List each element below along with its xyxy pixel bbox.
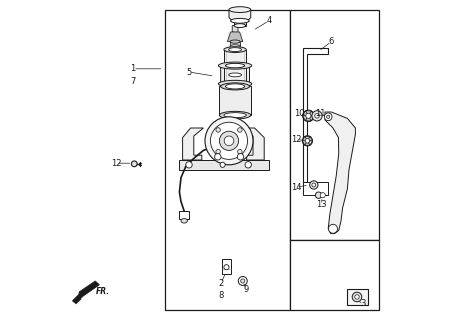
Polygon shape xyxy=(325,112,355,234)
Circle shape xyxy=(316,192,322,198)
Ellipse shape xyxy=(221,83,250,90)
Text: 3: 3 xyxy=(361,300,366,308)
Ellipse shape xyxy=(224,113,246,118)
Text: 12: 12 xyxy=(111,159,122,168)
Text: 6: 6 xyxy=(329,37,334,46)
Circle shape xyxy=(220,162,225,167)
Circle shape xyxy=(216,149,220,154)
Text: 10: 10 xyxy=(294,109,305,118)
Circle shape xyxy=(237,154,244,160)
Circle shape xyxy=(312,183,316,187)
Polygon shape xyxy=(180,160,269,170)
Text: 13: 13 xyxy=(316,200,327,209)
Bar xyxy=(348,289,368,305)
Ellipse shape xyxy=(234,24,245,28)
Polygon shape xyxy=(230,42,240,46)
Circle shape xyxy=(315,114,319,118)
Ellipse shape xyxy=(219,111,251,119)
Circle shape xyxy=(324,113,332,121)
Text: 5: 5 xyxy=(186,68,191,76)
Polygon shape xyxy=(305,116,311,121)
Circle shape xyxy=(215,154,221,160)
Text: 9: 9 xyxy=(244,285,249,294)
Circle shape xyxy=(310,181,318,189)
Text: 4: 4 xyxy=(267,16,272,25)
Polygon shape xyxy=(303,182,328,195)
Ellipse shape xyxy=(225,84,245,89)
Circle shape xyxy=(306,113,311,118)
Polygon shape xyxy=(308,116,314,121)
Bar xyxy=(165,10,290,310)
Polygon shape xyxy=(229,10,251,21)
Circle shape xyxy=(219,131,239,150)
Bar xyxy=(222,259,231,274)
Ellipse shape xyxy=(229,48,241,52)
Circle shape xyxy=(216,128,220,132)
Text: 12: 12 xyxy=(291,135,301,144)
Circle shape xyxy=(355,295,359,299)
Text: 7: 7 xyxy=(131,77,136,86)
Polygon shape xyxy=(305,141,310,145)
Circle shape xyxy=(205,117,253,165)
Polygon shape xyxy=(221,58,250,92)
Circle shape xyxy=(245,162,251,168)
Ellipse shape xyxy=(218,62,252,69)
Text: 11: 11 xyxy=(315,109,326,118)
Circle shape xyxy=(210,122,248,159)
Bar xyxy=(180,211,189,219)
Circle shape xyxy=(312,111,322,121)
Polygon shape xyxy=(219,86,251,115)
Ellipse shape xyxy=(230,19,249,23)
Ellipse shape xyxy=(224,84,246,89)
Polygon shape xyxy=(303,48,328,182)
Polygon shape xyxy=(78,281,99,301)
Circle shape xyxy=(224,265,229,270)
Polygon shape xyxy=(308,111,314,116)
Polygon shape xyxy=(302,141,307,145)
Circle shape xyxy=(305,139,310,143)
Text: 1: 1 xyxy=(131,64,136,73)
Circle shape xyxy=(238,128,242,132)
Polygon shape xyxy=(305,136,310,141)
Text: 14: 14 xyxy=(291,183,301,192)
Bar xyxy=(290,240,379,310)
Text: 8: 8 xyxy=(218,291,224,300)
Circle shape xyxy=(327,115,330,118)
Polygon shape xyxy=(303,116,308,121)
Ellipse shape xyxy=(238,276,247,285)
Polygon shape xyxy=(307,141,312,145)
Polygon shape xyxy=(228,32,243,42)
Polygon shape xyxy=(302,136,307,141)
Bar xyxy=(290,10,379,240)
Ellipse shape xyxy=(241,279,245,283)
Ellipse shape xyxy=(218,80,252,87)
Polygon shape xyxy=(305,111,311,116)
Text: 2: 2 xyxy=(218,279,224,288)
Ellipse shape xyxy=(224,47,246,52)
Circle shape xyxy=(320,193,325,198)
Polygon shape xyxy=(224,50,246,86)
Polygon shape xyxy=(307,136,312,141)
Polygon shape xyxy=(183,128,203,160)
Circle shape xyxy=(224,136,234,146)
Ellipse shape xyxy=(229,73,241,77)
Circle shape xyxy=(238,149,242,154)
Circle shape xyxy=(328,224,338,233)
Circle shape xyxy=(131,161,137,167)
Ellipse shape xyxy=(225,63,245,68)
Ellipse shape xyxy=(230,45,240,48)
Ellipse shape xyxy=(229,7,251,12)
Polygon shape xyxy=(303,111,308,116)
Circle shape xyxy=(352,292,362,302)
Polygon shape xyxy=(234,21,245,26)
Polygon shape xyxy=(232,26,238,33)
Circle shape xyxy=(186,162,192,168)
Ellipse shape xyxy=(181,219,187,223)
Polygon shape xyxy=(245,128,264,160)
Ellipse shape xyxy=(230,40,240,43)
Polygon shape xyxy=(72,294,81,304)
Text: FR.: FR. xyxy=(96,287,110,296)
